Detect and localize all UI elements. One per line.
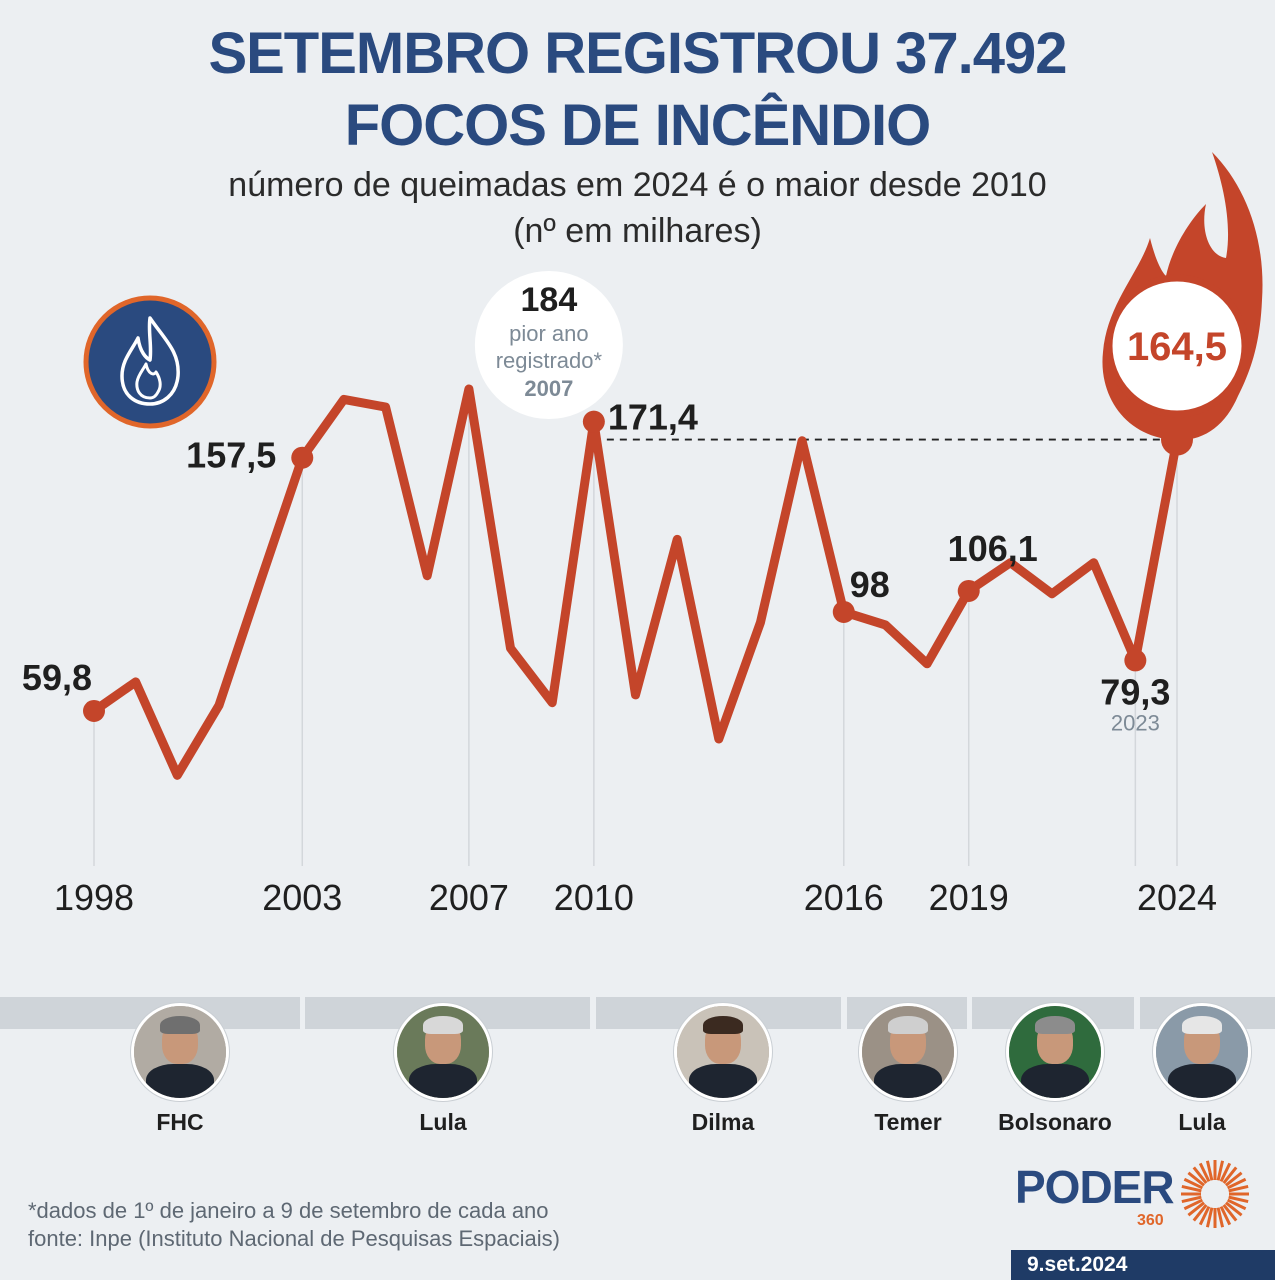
sun-ray xyxy=(1205,1207,1214,1228)
avatar-hair xyxy=(1182,1016,1222,1034)
sun-ray xyxy=(1219,1205,1232,1226)
peak-bubble xyxy=(474,271,623,419)
president-name: Bolsonaro xyxy=(998,1109,1112,1135)
president-0: FHC xyxy=(115,1003,245,1136)
footer-source: fonte: Inpe (Instituto Nacional de Pesqu… xyxy=(28,1226,560,1251)
sun-ray xyxy=(1225,1201,1243,1217)
president-name: FHC xyxy=(156,1109,204,1135)
sun-ray xyxy=(1225,1171,1243,1187)
avatar xyxy=(859,1003,957,1101)
value-label-2016: 98 xyxy=(850,564,890,605)
x-tick-2003: 2003 xyxy=(262,877,342,918)
value-label-2019: 106,1 xyxy=(948,528,1038,569)
value-label-2003: 157,5 xyxy=(186,435,276,476)
sun-ray xyxy=(1205,1160,1214,1181)
peak-value-label: 184 xyxy=(521,281,578,319)
president-name: Dilma xyxy=(691,1109,755,1135)
peak-text-2: registrado* xyxy=(496,348,603,373)
avatar-hair xyxy=(423,1016,463,1034)
point-2003 xyxy=(291,446,314,469)
peak-year-label: 2007 xyxy=(524,376,573,401)
sun-ray xyxy=(1228,1195,1249,1204)
sun-ray xyxy=(1181,1195,1202,1204)
page-title: SETEMBRO REGISTROU 37.492 FOCOS DE INCÊN… xyxy=(0,18,1275,162)
value-label-2023: 79,3 xyxy=(1100,671,1170,712)
sun-ray xyxy=(1226,1198,1247,1211)
avatar xyxy=(394,1003,492,1101)
x-tick-2007: 2007 xyxy=(429,877,509,918)
sun-icon xyxy=(1181,1160,1249,1228)
brand-name: PODER xyxy=(1015,1161,1175,1213)
footer-note: *dados de 1º de janeiro a 9 de setembro … xyxy=(28,1198,549,1223)
point-2023 xyxy=(1124,649,1147,672)
x-tick-2024: 2024 xyxy=(1137,877,1217,918)
sun-ray xyxy=(1222,1204,1238,1222)
president-4: Bolsonaro xyxy=(990,1003,1120,1136)
president-5: Lula xyxy=(1137,1003,1267,1136)
sun-ray xyxy=(1187,1171,1205,1187)
sun-ray xyxy=(1198,1162,1211,1183)
x-tick-2010: 2010 xyxy=(554,877,634,918)
avatar-body xyxy=(409,1064,477,1098)
avatar-body xyxy=(689,1064,757,1098)
title-line-2: FOCOS DE INCÊNDIO xyxy=(344,93,932,158)
subtitle-line-1: número de queimadas em 2024 é o maior de… xyxy=(228,166,1047,204)
date-badge: 9.set.2024 xyxy=(1011,1250,1275,1280)
avatar xyxy=(1153,1003,1251,1101)
president-3: Temer xyxy=(843,1003,973,1136)
point-1998 xyxy=(83,699,105,722)
year-sublabel-2023: 2023 xyxy=(1111,710,1160,735)
series-line xyxy=(89,384,1182,780)
highlight-bubble xyxy=(1105,274,1249,418)
avatar-hair xyxy=(1035,1016,1075,1034)
sun-ray xyxy=(1183,1198,1204,1211)
subtitle-line-2: (nº em milhares) xyxy=(513,212,762,250)
avatar xyxy=(131,1003,229,1101)
value-label-2010: 171,4 xyxy=(608,397,698,438)
peak-text-1: pior ano xyxy=(509,321,589,346)
value-label-1998: 59,8 xyxy=(22,657,92,698)
subtitle: número de queimadas em 2024 é o maior de… xyxy=(0,162,1275,254)
point-2010 xyxy=(582,410,605,433)
avatar-body xyxy=(1021,1064,1089,1098)
president-name: Temer xyxy=(874,1109,942,1135)
x-tick-2019: 2019 xyxy=(929,877,1009,918)
sun-ray xyxy=(1187,1201,1205,1217)
brand-logo: PODER 360 xyxy=(1015,1160,1255,1230)
avatar-body xyxy=(1168,1064,1236,1098)
avatar-hair xyxy=(703,1016,743,1034)
president-2: Dilma xyxy=(658,1003,788,1136)
sun-ray xyxy=(1181,1184,1202,1193)
sun-ray xyxy=(1228,1184,1249,1193)
avatar-body xyxy=(874,1064,942,1098)
avatar xyxy=(1006,1003,1104,1101)
x-tick-1998: 1998 xyxy=(54,877,134,918)
footer: *dados de 1º de janeiro a 9 de setembro … xyxy=(28,1197,560,1253)
point-2024 xyxy=(1161,423,1193,456)
avatar xyxy=(674,1003,772,1101)
sun-ray xyxy=(1226,1177,1247,1190)
x-tick-2016: 2016 xyxy=(804,877,884,918)
sun-ray xyxy=(1198,1205,1211,1226)
point-2016 xyxy=(832,600,855,623)
president-name: Lula xyxy=(419,1109,467,1135)
sun-ray xyxy=(1183,1177,1204,1190)
highlight-value-label: 164,5 xyxy=(1127,325,1227,369)
sun-ray xyxy=(1192,1204,1208,1222)
sun-ray xyxy=(1222,1166,1238,1184)
point-2019 xyxy=(957,579,980,602)
avatar-body xyxy=(146,1064,214,1098)
president-1: Lula xyxy=(378,1003,508,1136)
avatar-hair xyxy=(888,1016,928,1034)
sun-ray xyxy=(1219,1162,1232,1183)
title-line-1: SETEMBRO REGISTROU 37.492 xyxy=(208,21,1067,86)
president-name: Lula xyxy=(1178,1109,1226,1135)
avatar-hair xyxy=(160,1016,200,1034)
sun-ray xyxy=(1216,1160,1225,1181)
brand-number: 360 xyxy=(1137,1212,1164,1229)
sun-ray xyxy=(1192,1166,1208,1184)
fire-badge-icon xyxy=(83,295,217,429)
sun-ray xyxy=(1216,1207,1225,1228)
